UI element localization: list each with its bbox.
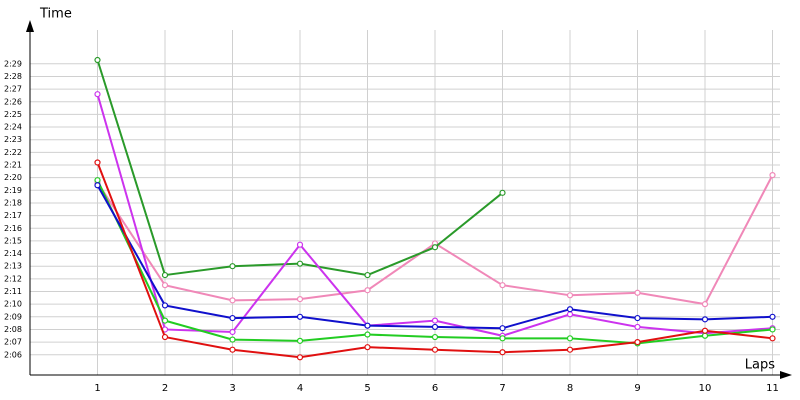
data-point — [296, 354, 304, 361]
y-tick-label: 2:12 — [4, 274, 22, 283]
data-point — [364, 322, 371, 329]
data-point — [296, 241, 304, 248]
y-tick-label: 2:20 — [4, 173, 22, 182]
data-point — [566, 335, 574, 342]
y-tick-label: 2:09 — [4, 312, 22, 321]
data-point — [566, 311, 574, 318]
data-point — [769, 172, 776, 179]
x-tick-label: 7 — [499, 383, 505, 394]
data-point — [229, 297, 236, 304]
data-point — [431, 333, 439, 341]
x-axis-arrow — [780, 371, 792, 379]
data-point — [161, 271, 169, 279]
y-tick-label: 2:18 — [4, 198, 22, 207]
y-tick-label: 2:07 — [4, 338, 22, 347]
x-tick-label: 10 — [699, 383, 712, 394]
data-point — [296, 337, 304, 344]
data-point — [769, 313, 776, 320]
data-point — [566, 306, 574, 313]
data-point — [701, 327, 709, 334]
y-axis-title: Time — [39, 7, 72, 22]
data-point — [566, 292, 574, 299]
data-point — [296, 295, 304, 303]
data-point — [161, 282, 169, 289]
data-point — [94, 159, 101, 166]
x-tick-label: 1 — [94, 383, 100, 394]
data-point — [94, 56, 101, 64]
x-tick-label: 2 — [162, 383, 168, 394]
data-point — [769, 326, 776, 333]
data-point — [364, 287, 371, 294]
x-tick-label: 8 — [567, 383, 573, 394]
data-point — [499, 189, 506, 196]
data-point — [296, 313, 304, 320]
data-point — [499, 349, 506, 356]
y-tick-label: 2:13 — [4, 262, 22, 271]
y-tick-label: 2:22 — [4, 148, 22, 157]
data-point — [566, 346, 574, 353]
x-tick-label: 9 — [634, 383, 640, 394]
data-point — [229, 263, 236, 270]
data-point — [634, 339, 641, 346]
y-tick-label: 2:25 — [4, 110, 22, 119]
x-tick-label: 6 — [432, 383, 438, 394]
y-tick-label: 2:19 — [4, 186, 22, 195]
data-point — [161, 317, 169, 324]
data-point — [364, 344, 371, 351]
x-tick-label: 3 — [229, 383, 235, 394]
data-point — [364, 271, 371, 279]
data-point — [499, 282, 506, 289]
y-tick-label: 2:10 — [4, 300, 22, 309]
y-tick-label: 2:28 — [4, 72, 22, 81]
data-point — [431, 346, 439, 353]
y-tick-label: 2:17 — [4, 211, 22, 220]
data-point — [701, 332, 709, 339]
y-tick-label: 2:11 — [4, 287, 22, 296]
data-point — [229, 328, 236, 336]
y-tick-label: 2:15 — [4, 236, 22, 245]
data-point — [431, 317, 439, 324]
data-point — [94, 182, 101, 189]
y-tick-label: 2:08 — [4, 325, 22, 334]
data-point — [431, 323, 439, 331]
y-axis-arrow — [26, 20, 34, 32]
y-tick-label: 2:14 — [4, 249, 22, 258]
data-point — [229, 314, 236, 322]
x-tick-label: 5 — [364, 383, 370, 394]
data-point — [94, 177, 101, 184]
data-point — [364, 331, 371, 338]
data-point — [634, 289, 641, 296]
y-tick-label: 2:24 — [4, 123, 22, 132]
data-point — [499, 325, 506, 332]
data-point — [229, 346, 236, 353]
data-point — [634, 323, 641, 331]
x-tick-label: 4 — [297, 383, 303, 394]
data-point — [161, 333, 169, 341]
data-point — [499, 335, 506, 342]
x-tick-label: 11 — [766, 383, 779, 394]
x-axis-title: Laps — [745, 358, 775, 373]
data-point — [769, 335, 776, 342]
y-tick-label: 2:27 — [4, 85, 22, 94]
data-point — [296, 260, 304, 267]
y-tick-label: 2:16 — [4, 224, 22, 233]
data-point — [229, 336, 236, 343]
y-tick-label: 2:26 — [4, 97, 22, 106]
data-point — [634, 314, 641, 322]
y-tick-label: 2:29 — [4, 59, 22, 68]
y-tick-label: 2:21 — [4, 161, 22, 170]
y-tick-label: 2:06 — [4, 350, 22, 359]
data-point — [701, 301, 709, 308]
y-tick-label: 2:23 — [4, 135, 22, 144]
data-point — [701, 316, 709, 323]
data-point — [161, 302, 169, 309]
data-point — [431, 244, 439, 251]
data-point — [94, 91, 101, 98]
